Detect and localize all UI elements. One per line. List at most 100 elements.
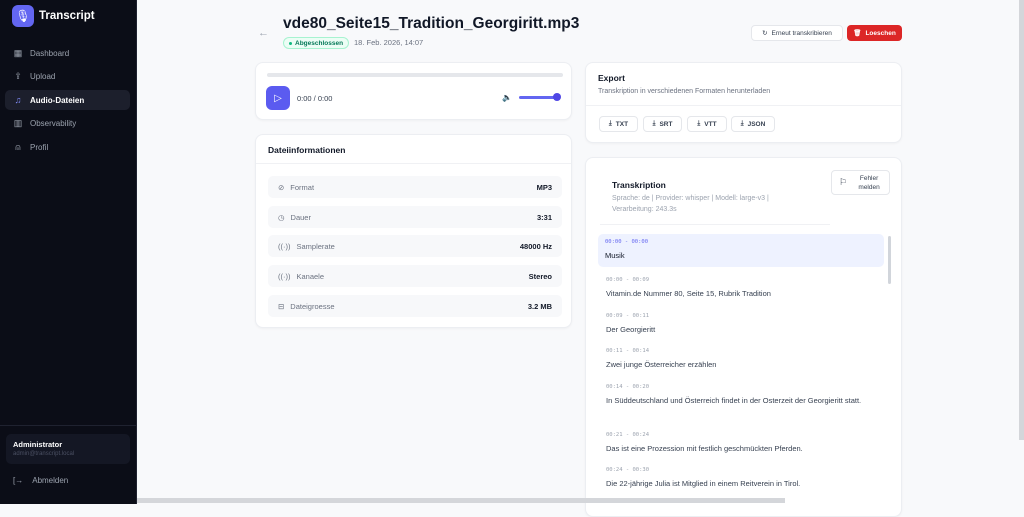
info-row-channels: ((·)) Kanaele Stereo (268, 265, 562, 287)
user-email: admin@transcript.local (13, 451, 75, 457)
export-vtt-button[interactable]: ⤓ VTT (687, 116, 727, 132)
volume-icon[interactable]: 🔈 (502, 93, 512, 102)
segment-text: In Süddeutschland und Österreich findet … (606, 396, 862, 405)
radio-icon: ((·)) (278, 241, 291, 251)
horizontal-scrollbar[interactable] (137, 498, 785, 503)
segment-time: 00:11 - 00:14 (606, 348, 650, 354)
user-name: Administrator (13, 440, 63, 449)
microphone-icon: 🎙 (12, 5, 34, 27)
back-arrow-icon[interactable]: ← (258, 27, 269, 39)
export-label: JSON (747, 120, 766, 128)
radio-icon: ((·)) (278, 271, 291, 281)
info-label: Format (290, 182, 315, 192)
segment[interactable]: 00:14 - 00:20 In Süddeutschland und Öster… (606, 384, 866, 407)
retranscribe-label: Erneut transkribieren (771, 29, 832, 37)
playback-progress[interactable] (267, 73, 563, 77)
export-txt-button[interactable]: ⤓ TXT (599, 116, 638, 132)
audio-player: ▷ 0:00 / 0:00 🔈 (255, 62, 572, 120)
info-value: Stereo (528, 271, 552, 281)
export-title: Export (598, 73, 625, 83)
export-label: VTT (704, 120, 717, 128)
status-badge: Abgeschlossen (283, 37, 350, 49)
upload-icon: ⇪ (14, 71, 22, 81)
segment-time: 00:00 - 00:09 (606, 277, 650, 283)
refresh-icon: ↻ (762, 30, 768, 37)
segment[interactable]: 00:09 - 00:11 Der Georgieritt (606, 313, 888, 336)
headphones-icon: ♫ (14, 95, 22, 105)
segment[interactable]: 00:00 - 00:09 Vitamin.de Nummer 80, Seite… (606, 277, 888, 300)
info-value: MP3 (536, 182, 552, 192)
export-srt-button[interactable]: ⤓ SRT (643, 116, 682, 132)
transcription-title: Transkription (612, 180, 666, 190)
info-value: 48000 Hz (519, 241, 552, 251)
sidebar-item-observability[interactable]: ▥ Observability (5, 114, 130, 134)
info-row-format: ⊘ Format MP3 (268, 176, 562, 198)
file-info-card: Dateiinformationen ⊘ Format MP3 ◷ Dauer 3:31… (255, 134, 572, 328)
user-card: Administrator admin@transcript.local (6, 434, 130, 464)
segment-text: Musik (605, 251, 625, 260)
export-label: TXT (615, 120, 629, 128)
export-card: Export Transkription in verschiedenen Fo… (585, 62, 902, 143)
segment[interactable]: 00:11 - 00:14 Zwei junge Österreicher erz… (606, 348, 888, 371)
download-icon: ⤓ (652, 120, 656, 127)
sidebar-item-label: Upload (30, 72, 56, 81)
segment-time: 00:24 - 00:30 (606, 467, 650, 473)
info-label: Samplerate (296, 241, 335, 251)
trash-icon: 🗑 (853, 30, 862, 37)
export-subtitle: Transkription in verschiedenen Formaten … (598, 88, 771, 95)
info-label: Kanaele (296, 271, 325, 281)
sidebar: 🎙 Transcript ▦ Dashboard ⇪ Upload ♫ Audio-D… (0, 0, 137, 504)
sidebar-item-upload[interactable]: ⇪ Upload (5, 67, 130, 87)
segment-text: Die 22-jährige Julia ist Mitglied in ein… (606, 479, 801, 488)
user-icon: ⍝ (15, 141, 21, 152)
sidebar-nav: ▦ Dashboard ⇪ Upload ♫ Audio-Dateien ▥ Obser… (5, 43, 130, 161)
flag-icon: ⚐ (839, 177, 848, 187)
segment-time: 00:21 - 00:24 (606, 432, 650, 438)
info-row-filesize: ⊟ Dateigroesse 3.2 MB (268, 295, 562, 317)
info-label: Dauer (290, 212, 311, 222)
divider (0, 425, 137, 426)
segment-time: 00:14 - 00:20 (606, 384, 650, 390)
volume-slider[interactable] (519, 96, 557, 99)
divider (256, 163, 571, 164)
divider (600, 224, 830, 225)
retranscribe-button[interactable]: ↻ Erneut transkribieren (751, 25, 843, 41)
logout-button[interactable]: [→ Abmelden (13, 476, 68, 485)
segment-time: 00:09 - 00:11 (606, 313, 650, 319)
vertical-scrollbar[interactable] (1019, 0, 1024, 440)
info-row-duration: ◷ Dauer 3:31 (268, 206, 562, 228)
segment[interactable]: 00:24 - 00:30 Die 22-jährige Julia ist Mi… (606, 467, 888, 490)
info-value: 3.2 MB (527, 301, 552, 311)
logout-icon: [→ (13, 476, 24, 485)
sidebar-item-label: Audio-Dateien (30, 95, 85, 105)
volume-slider-handle[interactable] (553, 93, 561, 101)
file-info-title: Dateiinformationen (268, 145, 346, 155)
segment-time: 00:00 - 00:00 (605, 239, 649, 245)
report-error-button[interactable]: ⚐ Fehler melden (831, 170, 890, 195)
info-value: 3:31 (536, 212, 552, 222)
delete-label: Loeschen (865, 29, 896, 37)
sidebar-item-dashboard[interactable]: ▦ Dashboard (5, 43, 130, 63)
sidebar-item-profil[interactable]: ⍝ Profil (5, 137, 130, 157)
info-row-samplerate: ((·)) Samplerate 48000 Hz (268, 235, 562, 257)
grid-icon: ▦ (13, 47, 23, 58)
segment[interactable]: 00:21 - 00:24 Das ist eine Prozession mit… (606, 432, 888, 455)
clock-icon: ◷ (278, 212, 285, 222)
play-button[interactable]: ▷ (266, 86, 290, 110)
segment-text: Zwei junge Österreicher erzählen (606, 360, 717, 369)
format-icon: ⊘ (278, 182, 285, 192)
info-label: Dateigroesse (290, 301, 335, 311)
transcript-scrollbar[interactable] (888, 236, 891, 284)
delete-button[interactable]: 🗑 Loeschen (847, 25, 902, 41)
bar-chart-icon: ▥ (13, 118, 23, 128)
export-json-button[interactable]: ⤓ JSON (731, 116, 775, 132)
app-name: Transcript (39, 10, 95, 22)
segment-active[interactable]: 00:00 - 00:00 Musik (598, 234, 884, 267)
status-label: Abgeschlossen (295, 39, 344, 47)
export-label: SRT (659, 120, 673, 128)
sidebar-item-label: Profil (30, 142, 49, 152)
download-icon: ⤓ (697, 120, 701, 127)
sidebar-item-audio-dateien[interactable]: ♫ Audio-Dateien (5, 90, 130, 110)
transcription-card: Transkription Sprache: de | Provider: wh… (585, 157, 902, 517)
logout-label: Abmelden (32, 476, 69, 485)
